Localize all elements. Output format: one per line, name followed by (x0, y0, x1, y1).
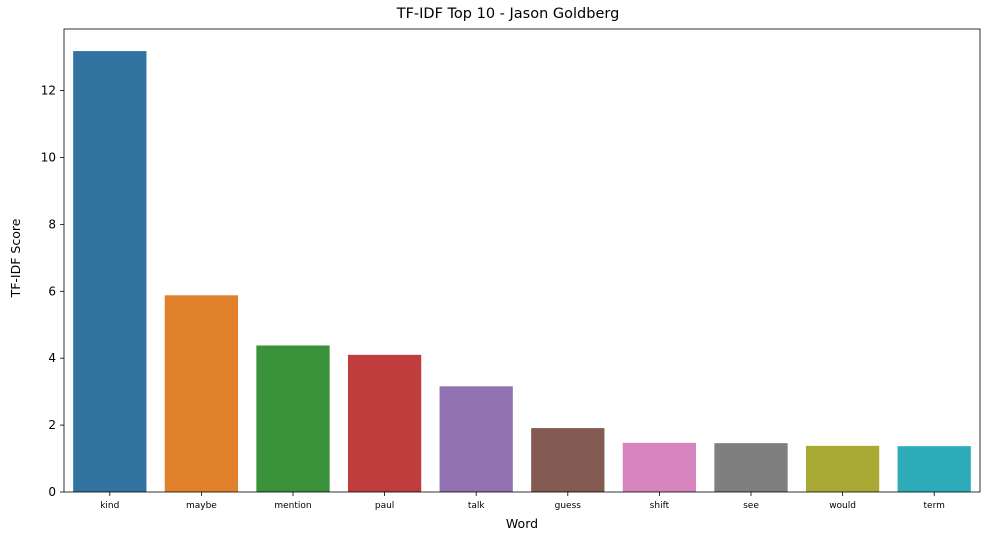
bar-term (897, 446, 971, 492)
x-tick-label-kind: kind (100, 501, 119, 511)
x-tick-label-talk: talk (468, 501, 486, 511)
x-tick-label-would: would (829, 501, 856, 511)
x-tick-label-term: term (924, 501, 945, 511)
y-axis-label: TF-IDF Score (8, 218, 23, 298)
bar-shift (622, 442, 697, 492)
y-tick-label-8: 8 (48, 217, 56, 231)
plot-frame (63, 28, 981, 493)
y-tick-label-6: 6 (48, 284, 56, 298)
bar-would (805, 445, 880, 492)
y-tick-label-4: 4 (48, 351, 56, 365)
x-tick-label-guess: guess (555, 501, 582, 511)
y-axis: 0 2 4 6 8 10 12 (41, 84, 64, 499)
bar-see (714, 443, 788, 492)
bar-paul (347, 354, 422, 492)
y-tick-label-0: 0 (48, 485, 56, 499)
y-tick-label-12: 12 (41, 84, 56, 98)
x-tick-label-paul: paul (375, 501, 394, 511)
bar-maybe (164, 295, 239, 492)
x-tick-label-mention: mention (274, 501, 311, 511)
bar-mention (256, 345, 330, 492)
x-tick-label-see: see (743, 501, 759, 511)
bar-talk (439, 386, 513, 492)
y-tick-label-2: 2 (48, 418, 56, 432)
y-tick-label-10: 10 (41, 150, 56, 164)
chart-title: TF-IDF Top 10 - Jason Goldberg (396, 6, 620, 22)
bar-kind (73, 51, 147, 493)
x-tick-label-shift: shift (650, 501, 670, 511)
bar-guess (531, 428, 605, 492)
x-axis-label: Word (506, 516, 538, 531)
x-tick-label-maybe: maybe (186, 501, 217, 511)
bars-group (73, 51, 971, 493)
x-axis: kind maybe mention paul talk guess shift see wou… (100, 492, 945, 511)
